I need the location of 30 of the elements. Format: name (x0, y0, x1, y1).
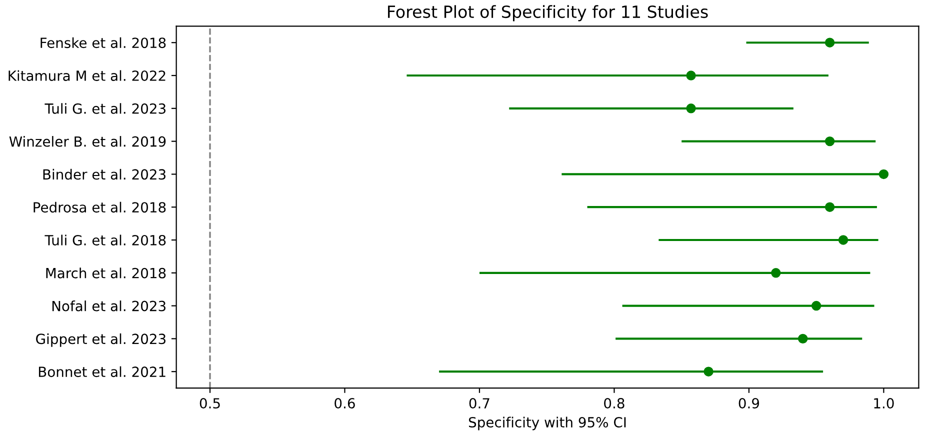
x-tick-label: 0.9 (738, 398, 760, 409)
y-tick-label: Kitamura M et al. 2022 (8, 70, 166, 81)
x-tick-label: 0.8 (604, 398, 624, 409)
x-tick-label: 0.6 (334, 398, 355, 409)
y-tick-label: Tuli G. et al. 2018 (44, 234, 166, 246)
point (811, 300, 822, 311)
x-tick-label: 0.5 (200, 398, 220, 409)
y-tick-label: Nofal et al. 2023 (52, 300, 166, 312)
chart-title: Forest Plot of Specificity for 11 Studies (388, 5, 708, 22)
point (878, 169, 889, 180)
x-axis-title: Specificity with 95% CI (468, 416, 626, 430)
x-tick-label: 0.7 (469, 398, 490, 409)
y-tick-label: Binder et al. 2023 (43, 168, 166, 180)
y-tick-label: March et al. 2018 (46, 268, 166, 278)
point (798, 334, 808, 344)
y-tick-label: Gippert et al. 2023 (36, 333, 166, 347)
point (824, 202, 835, 212)
point (686, 70, 696, 80)
y-tick-label: Tuli G. et al. 2023 (44, 103, 166, 114)
x-tick-label: 1.0 (874, 398, 894, 409)
point (704, 366, 714, 376)
y-tick-label: Winzeler B. et al. 2019 (9, 136, 166, 147)
point (838, 235, 848, 245)
y-tick-label: Pedrosa et al. 2018 (34, 202, 166, 213)
point (771, 268, 781, 278)
point (686, 104, 696, 114)
y-tick-label: Bonnet et al. 2021 (38, 366, 166, 378)
y-tick-label: Fenske et al. 2018 (40, 37, 166, 48)
point (824, 38, 835, 48)
point (824, 136, 835, 146)
